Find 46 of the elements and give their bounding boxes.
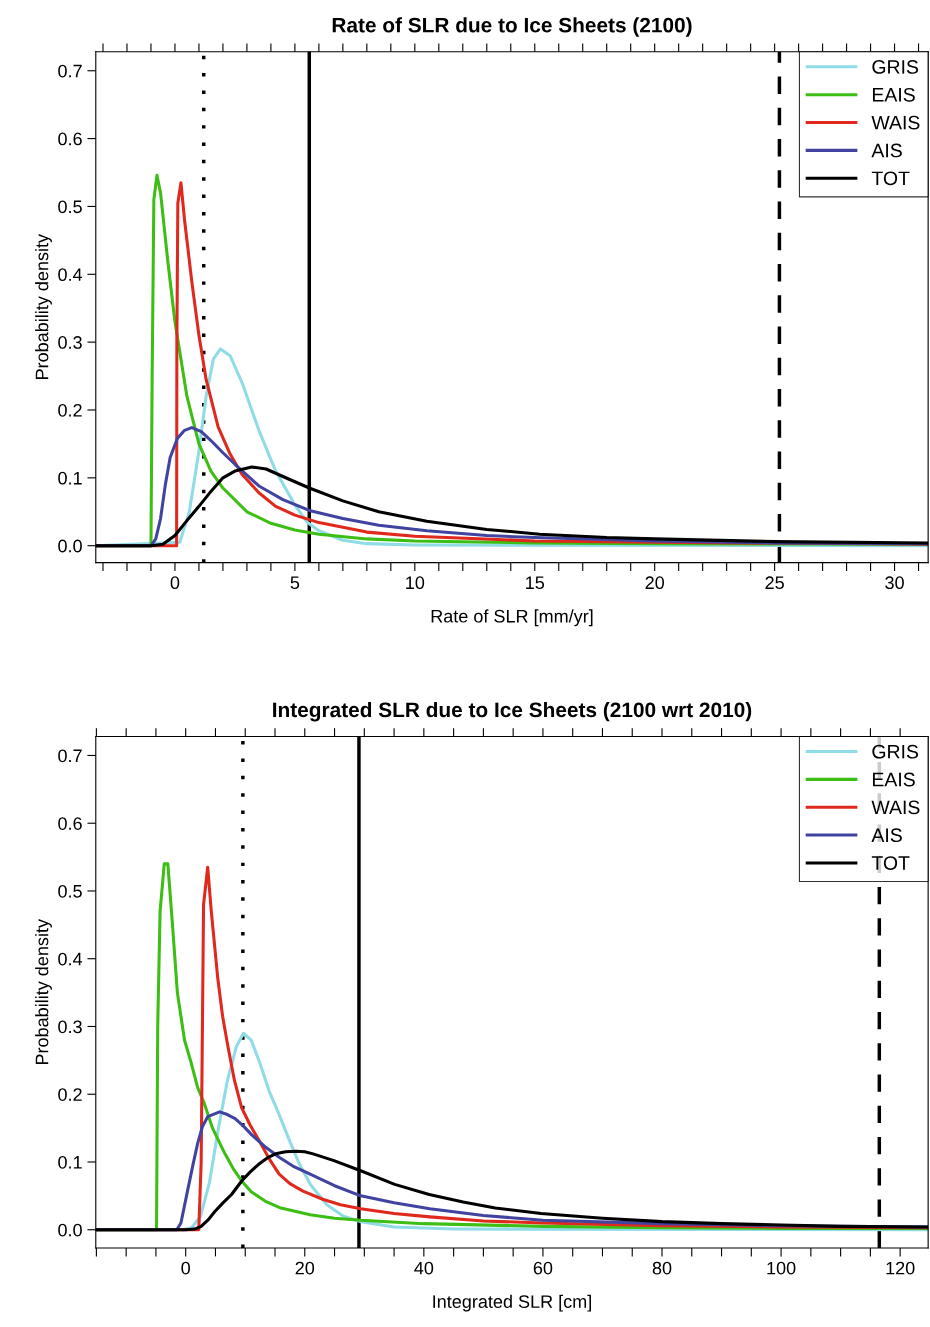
- x-tick-label: 40: [414, 1261, 434, 1275]
- legend-label: WAIS: [871, 115, 920, 130]
- y-tick-label: 0.7: [58, 64, 82, 78]
- x-tick-label: 5: [290, 576, 300, 590]
- x-tick-label: 15: [526, 576, 545, 590]
- legend-label: AIS: [871, 828, 902, 843]
- y-tick-label: 0.1: [58, 1155, 82, 1169]
- y-axis-title: Probability density: [35, 233, 52, 379]
- legend-label: EAIS: [872, 772, 915, 787]
- y-tick-label: 0.6: [58, 132, 82, 146]
- legend-label: EAIS: [872, 87, 915, 102]
- legend-label: TOT: [871, 856, 910, 870]
- y-axis-title: Probability density: [35, 919, 52, 1065]
- chart-title: Integrated SLR due to Ice Sheets (2100 wrt 2010): [273, 701, 752, 722]
- legend-label: GRIS: [872, 60, 919, 74]
- legend-label: TOT: [871, 171, 910, 186]
- x-axis-title: Integrated SLR [cm]: [433, 1294, 591, 1312]
- legend-label: AIS: [871, 143, 902, 158]
- x-tick-label: 20: [295, 1261, 315, 1275]
- y-tick-label: 0.3: [58, 1020, 82, 1034]
- chart-title: Rate of SLR due to Ice Sheets (2100): [332, 17, 692, 37]
- y-tick-label: 0.4: [58, 268, 83, 282]
- legend-label: GRIS: [872, 744, 919, 759]
- y-tick-label: 0.1: [58, 471, 82, 485]
- y-tick-label: 0.7: [58, 749, 82, 763]
- x-tick-label: 25: [765, 576, 784, 590]
- x-axis-title: Rate of SLR [mm/yr]: [431, 609, 593, 627]
- y-tick-label: 0.4: [58, 952, 83, 966]
- legend-label: WAIS: [871, 800, 920, 815]
- x-tick-label: 100: [767, 1261, 796, 1275]
- y-tick-label: 0.5: [58, 200, 82, 214]
- x-tick-label: 30: [885, 576, 904, 590]
- x-tick-label: 0: [181, 1261, 191, 1275]
- y-tick-label: 0.2: [58, 1088, 82, 1101]
- x-tick-label: 0: [170, 576, 180, 590]
- x-tick-label: 80: [652, 1261, 672, 1275]
- y-tick-label: 0.6: [58, 817, 82, 830]
- y-tick-label: 0.0: [58, 539, 82, 553]
- y-tick-label: 0.0: [58, 1223, 82, 1237]
- y-tick-label: 0.5: [58, 884, 82, 898]
- y-tick-label: 0.3: [58, 336, 82, 349]
- x-tick-label: 60: [533, 1261, 553, 1275]
- x-tick-label: 120: [886, 1261, 915, 1275]
- y-tick-label: 0.2: [58, 403, 82, 417]
- x-tick-label: 20: [645, 576, 665, 590]
- x-tick-label: 10: [406, 576, 425, 590]
